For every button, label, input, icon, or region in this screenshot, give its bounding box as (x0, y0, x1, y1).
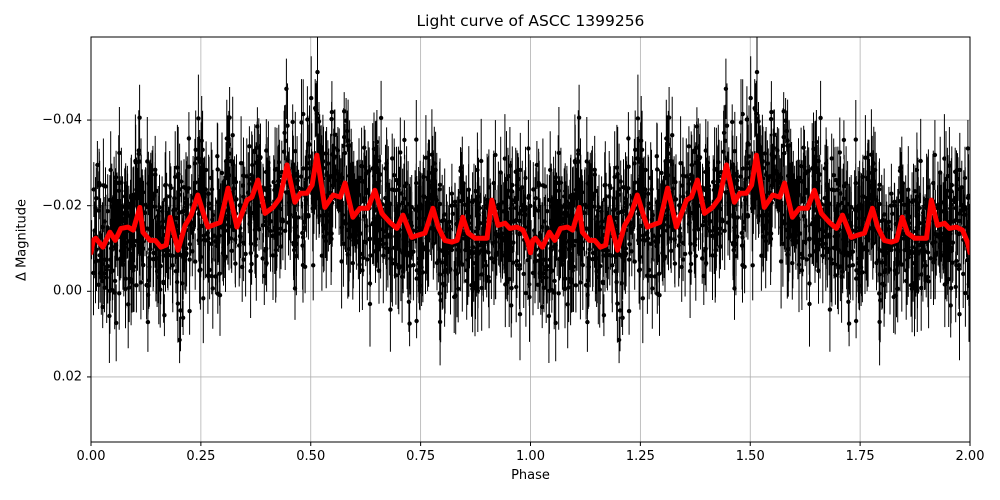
x-tick-label: 1.25 (625, 449, 655, 464)
x-tick-label: 1.50 (735, 449, 765, 464)
model-curve (91, 152, 970, 256)
y-axis-label: Δ Magnitude (14, 199, 30, 281)
y-tick-label: 0.02 (53, 369, 82, 385)
y-tick-label: −0.02 (42, 198, 82, 214)
x-tick-label: 1.00 (516, 449, 545, 464)
y-tick-label: 0.00 (53, 283, 82, 299)
chart-title: Light curve of ASCC 1399256 (416, 12, 645, 30)
x-tick-label: 0.50 (296, 449, 326, 464)
x-axis-label: Phase (511, 468, 550, 483)
x-tick-label: 1.75 (845, 449, 875, 464)
x-tick-label: 2.00 (955, 449, 985, 464)
x-tick-label: 0.25 (186, 449, 216, 464)
y-tick-label: −0.04 (42, 112, 82, 128)
x-tick-label: 0.00 (76, 449, 106, 464)
x-tick-label: 0.75 (406, 449, 436, 464)
